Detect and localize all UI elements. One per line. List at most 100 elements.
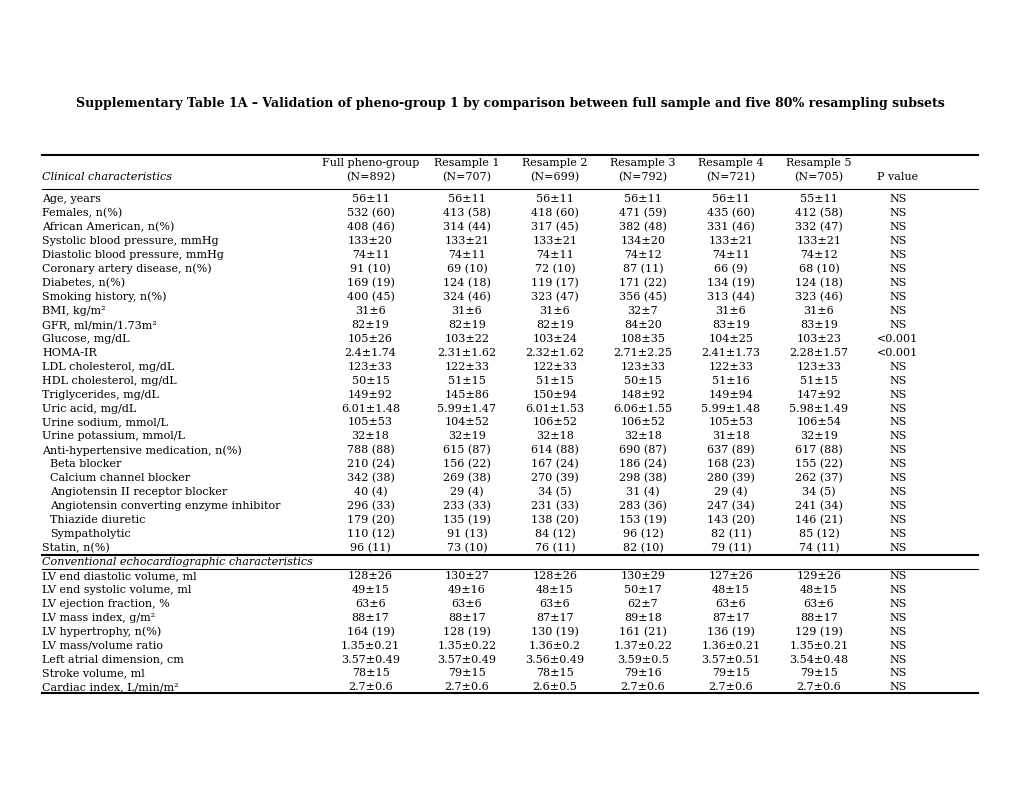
Text: 1.36±0.2: 1.36±0.2 xyxy=(529,641,581,651)
Text: 91 (13): 91 (13) xyxy=(446,529,487,539)
Text: 105±26: 105±26 xyxy=(347,334,392,344)
Text: 51±15: 51±15 xyxy=(447,376,485,385)
Text: 138 (20): 138 (20) xyxy=(531,515,579,526)
Text: 133±21: 133±21 xyxy=(532,236,577,246)
Text: 40 (4): 40 (4) xyxy=(354,487,387,497)
Text: 150±94: 150±94 xyxy=(532,389,577,400)
Text: 241 (34): 241 (34) xyxy=(794,501,842,511)
Text: 153 (19): 153 (19) xyxy=(619,515,666,526)
Text: 400 (45): 400 (45) xyxy=(346,292,394,302)
Text: 105±53: 105±53 xyxy=(347,418,392,427)
Text: Beta blocker: Beta blocker xyxy=(50,459,121,470)
Text: 128 (19): 128 (19) xyxy=(442,626,490,637)
Text: 788 (88): 788 (88) xyxy=(346,445,394,455)
Text: NS: NS xyxy=(889,431,906,441)
Text: 280 (39): 280 (39) xyxy=(706,473,754,483)
Text: 690 (87): 690 (87) xyxy=(619,445,666,455)
Text: 164 (19): 164 (19) xyxy=(346,626,394,637)
Text: 532 (60): 532 (60) xyxy=(346,208,394,218)
Text: NS: NS xyxy=(889,278,906,288)
Text: LV mass/volume ratio: LV mass/volume ratio xyxy=(42,641,163,651)
Text: 82 (10): 82 (10) xyxy=(622,543,662,553)
Text: 88±17: 88±17 xyxy=(799,613,837,623)
Text: 135 (19): 135 (19) xyxy=(442,515,490,526)
Text: 408 (46): 408 (46) xyxy=(346,222,394,232)
Text: 63±6: 63±6 xyxy=(539,599,570,609)
Text: Resample 1: Resample 1 xyxy=(434,158,499,168)
Text: 88±17: 88±17 xyxy=(352,613,389,623)
Text: 155 (22): 155 (22) xyxy=(794,459,842,470)
Text: 2.32±1.62: 2.32±1.62 xyxy=(525,348,584,358)
Text: HDL cholesterol, mg/dL: HDL cholesterol, mg/dL xyxy=(42,376,176,385)
Text: 69 (10): 69 (10) xyxy=(446,264,487,274)
Text: 313 (44): 313 (44) xyxy=(706,292,754,302)
Text: 29 (4): 29 (4) xyxy=(713,487,747,497)
Text: 269 (38): 269 (38) xyxy=(442,473,490,483)
Text: 130±27: 130±27 xyxy=(444,571,489,581)
Text: 103±23: 103±23 xyxy=(796,334,841,344)
Text: NS: NS xyxy=(889,222,906,232)
Text: 74±11: 74±11 xyxy=(352,250,389,260)
Text: NS: NS xyxy=(889,515,906,525)
Text: 31±6: 31±6 xyxy=(539,306,570,316)
Text: 149±94: 149±94 xyxy=(708,389,753,400)
Text: 79 (11): 79 (11) xyxy=(710,543,750,553)
Text: Left atrial dimension, cm: Left atrial dimension, cm xyxy=(42,655,183,664)
Text: 79±16: 79±16 xyxy=(624,668,661,678)
Text: 105±53: 105±53 xyxy=(708,418,753,427)
Text: 51±15: 51±15 xyxy=(799,376,837,385)
Text: 32±18: 32±18 xyxy=(535,431,574,441)
Text: NS: NS xyxy=(889,445,906,455)
Text: 79±15: 79±15 xyxy=(799,668,837,678)
Text: 34 (5): 34 (5) xyxy=(538,487,572,497)
Text: LV ejection fraction, %: LV ejection fraction, % xyxy=(42,599,169,609)
Text: Sympatholytic: Sympatholytic xyxy=(50,529,130,539)
Text: 55±11: 55±11 xyxy=(799,195,837,204)
Text: 82 (11): 82 (11) xyxy=(710,529,751,539)
Text: Uric acid, mg/dL: Uric acid, mg/dL xyxy=(42,403,137,414)
Text: 323 (46): 323 (46) xyxy=(794,292,842,302)
Text: 3.56±0.49: 3.56±0.49 xyxy=(525,655,584,664)
Text: (N=699): (N=699) xyxy=(530,172,579,182)
Text: Resample 5: Resample 5 xyxy=(786,158,851,168)
Text: 317 (45): 317 (45) xyxy=(531,222,578,232)
Text: 72 (10): 72 (10) xyxy=(534,264,575,274)
Text: 168 (23): 168 (23) xyxy=(706,459,754,470)
Text: 127±26: 127±26 xyxy=(708,571,753,581)
Text: 1.35±0.21: 1.35±0.21 xyxy=(789,641,848,651)
Text: 233 (33): 233 (33) xyxy=(442,501,490,511)
Text: LV hypertrophy, n(%): LV hypertrophy, n(%) xyxy=(42,626,161,637)
Text: 130 (19): 130 (19) xyxy=(531,626,579,637)
Text: 62±7: 62±7 xyxy=(627,599,657,609)
Text: Angiotensin converting enzyme inhibitor: Angiotensin converting enzyme inhibitor xyxy=(50,501,280,511)
Text: 76 (11): 76 (11) xyxy=(534,543,575,553)
Text: 49±16: 49±16 xyxy=(447,585,485,595)
Text: 74±11: 74±11 xyxy=(711,250,749,260)
Text: NS: NS xyxy=(889,487,906,497)
Text: 56±11: 56±11 xyxy=(535,195,574,204)
Text: 231 (33): 231 (33) xyxy=(531,501,579,511)
Text: 74±12: 74±12 xyxy=(624,250,661,260)
Text: 148±92: 148±92 xyxy=(620,389,664,400)
Text: 130±29: 130±29 xyxy=(620,571,664,581)
Text: 74±11: 74±11 xyxy=(447,250,485,260)
Text: NS: NS xyxy=(889,195,906,204)
Text: 68 (10): 68 (10) xyxy=(798,264,839,274)
Text: 63±6: 63±6 xyxy=(355,599,385,609)
Text: 332 (47): 332 (47) xyxy=(794,222,842,232)
Text: 84±20: 84±20 xyxy=(624,320,661,330)
Text: 2.6±0.5: 2.6±0.5 xyxy=(532,682,577,693)
Text: 56±11: 56±11 xyxy=(624,195,661,204)
Text: 129 (19): 129 (19) xyxy=(794,626,842,637)
Text: NS: NS xyxy=(889,418,906,427)
Text: 96 (11): 96 (11) xyxy=(350,543,390,553)
Text: 50±15: 50±15 xyxy=(352,376,389,385)
Text: 106±54: 106±54 xyxy=(796,418,841,427)
Text: 136 (19): 136 (19) xyxy=(706,626,754,637)
Text: 2.7±0.6: 2.7±0.6 xyxy=(708,682,753,693)
Text: 247 (34): 247 (34) xyxy=(706,501,754,511)
Text: NS: NS xyxy=(889,682,906,693)
Text: 1.36±0.21: 1.36±0.21 xyxy=(701,641,760,651)
Text: 87±17: 87±17 xyxy=(536,613,573,623)
Text: 48±15: 48±15 xyxy=(799,585,837,595)
